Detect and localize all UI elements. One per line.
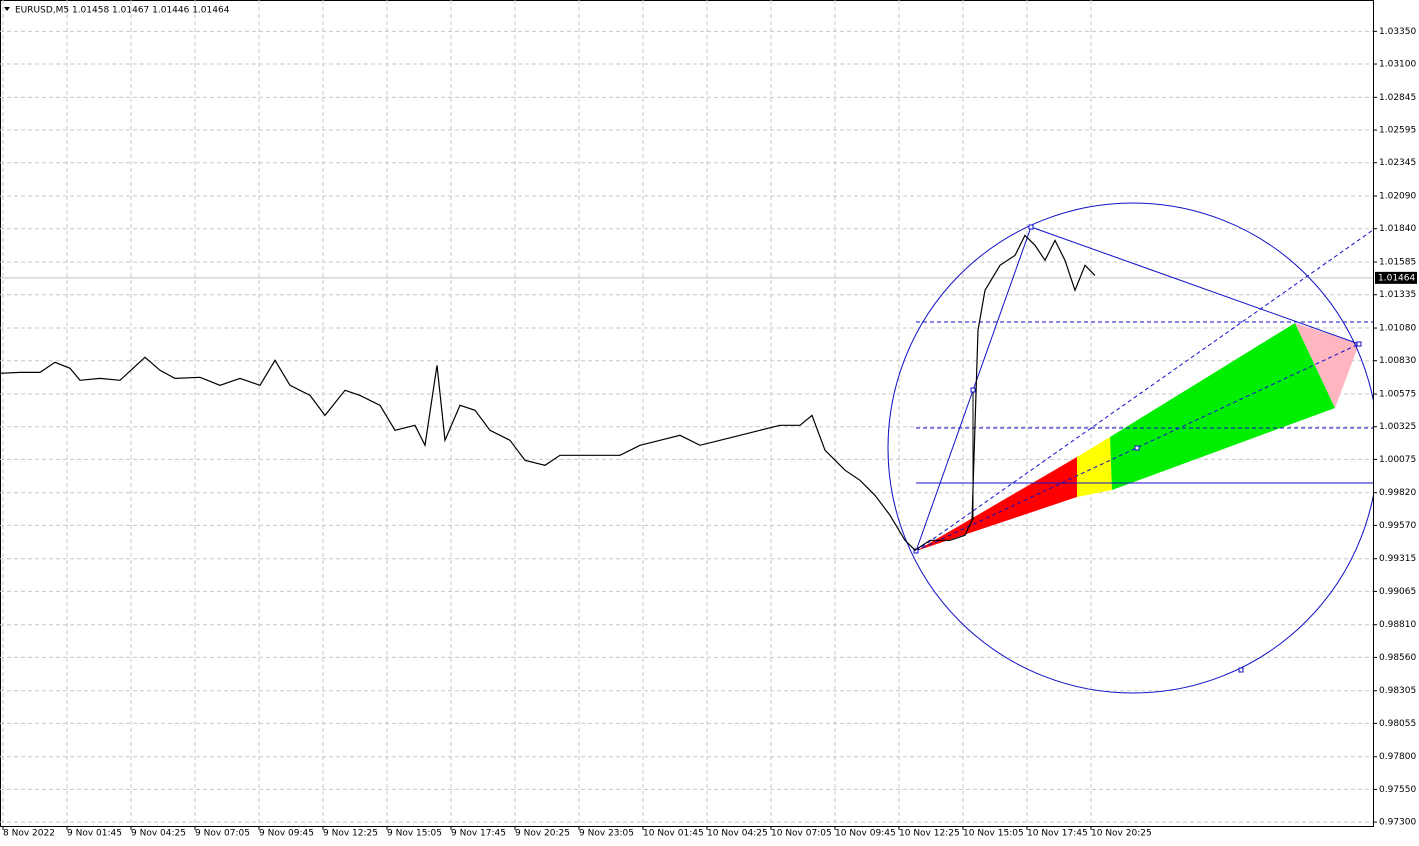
x-tick-label: 9 Nov 12:25 bbox=[323, 829, 378, 839]
anchor-point bbox=[970, 387, 976, 393]
x-tick-label: 10 Nov 20:25 bbox=[1091, 829, 1152, 839]
y-tick-label: 0.99065 bbox=[1379, 587, 1416, 597]
y-tick-label: 1.03350 bbox=[1379, 27, 1416, 37]
x-tick-label: 9 Nov 07:05 bbox=[195, 829, 250, 839]
menu-arrow[interactable] bbox=[4, 7, 10, 11]
current-price-box bbox=[1375, 271, 1417, 284]
anchor-point bbox=[1028, 224, 1034, 230]
drawing-objects bbox=[887, 202, 1373, 694]
x-tick-label: 10 Nov 04:25 bbox=[707, 829, 768, 839]
fan-green bbox=[1110, 323, 1335, 490]
y-tick-label: 1.01335 bbox=[1379, 290, 1416, 300]
y-tick-label: 0.98560 bbox=[1379, 653, 1416, 663]
x-tick-label: 9 Nov 20:25 bbox=[515, 829, 570, 839]
trend-line bbox=[1030, 226, 1360, 345]
x-tick-label: 9 Nov 15:05 bbox=[387, 829, 442, 839]
dashed-line bbox=[915, 229, 1373, 552]
fan-pink bbox=[1295, 323, 1359, 408]
circle bbox=[887, 202, 1373, 694]
x-tick-label: 9 Nov 17:45 bbox=[451, 829, 506, 839]
y-tick-label: 0.97550 bbox=[1379, 785, 1416, 795]
current-price-label: 1.01464 bbox=[1378, 273, 1415, 283]
y-tick-label: 0.99820 bbox=[1379, 488, 1416, 498]
y-tick-label: 1.00325 bbox=[1379, 422, 1416, 432]
x-tick-label: 9 Nov 01:45 bbox=[67, 829, 122, 839]
x-tick-label: 10 Nov 17:45 bbox=[1027, 829, 1088, 839]
y-tick-label: 1.02090 bbox=[1379, 192, 1416, 202]
x-tick-label: 10 Nov 12:25 bbox=[899, 829, 960, 839]
plot-area bbox=[0, 0, 1374, 827]
y-tick-label: 1.00575 bbox=[1379, 390, 1416, 400]
y-tick-label: 1.00075 bbox=[1379, 455, 1416, 465]
series bbox=[0, 234, 1096, 551]
y-tick-label: 1.02595 bbox=[1379, 126, 1416, 136]
anchor-point bbox=[1356, 341, 1362, 347]
y-tick-label: 1.01840 bbox=[1379, 224, 1416, 234]
y-tick-label: 1.03100 bbox=[1379, 60, 1416, 70]
y-tick-label: 1.00830 bbox=[1379, 356, 1416, 366]
y-tick-label: 0.97800 bbox=[1379, 752, 1416, 762]
anchor-point bbox=[1134, 445, 1140, 451]
x-tick-label: 10 Nov 07:05 bbox=[771, 829, 832, 839]
fan-yellow bbox=[1077, 437, 1112, 497]
x-tick-label: 8 Nov 2022 bbox=[3, 829, 55, 839]
x-tick-label: 9 Nov 09:45 bbox=[259, 829, 314, 839]
y-tick-label: 0.98810 bbox=[1379, 620, 1416, 630]
y-tick-label: 0.99315 bbox=[1379, 554, 1416, 564]
y-tick-label: 0.98305 bbox=[1379, 686, 1416, 696]
x-tick-label: 9 Nov 04:25 bbox=[131, 829, 186, 839]
y-tick-label: 0.99570 bbox=[1379, 521, 1416, 531]
x-tick-label: 10 Nov 15:05 bbox=[963, 829, 1024, 839]
x-tick-label: 10 Nov 01:45 bbox=[643, 829, 704, 839]
chart-title: EURUSD,M5 1.01458 1.01467 1.01446 1.0146… bbox=[15, 6, 230, 16]
x-tick-label: 9 Nov 23:05 bbox=[579, 829, 634, 839]
anchor-point bbox=[1238, 667, 1244, 673]
price-line bbox=[0, 234, 1096, 551]
y-tick-label: 0.97300 bbox=[1379, 818, 1416, 828]
fan-red bbox=[916, 457, 1077, 551]
y-tick-label: 1.02845 bbox=[1379, 93, 1416, 103]
y-tick-label: 1.01080 bbox=[1379, 324, 1416, 334]
x-tick-label: 10 Nov 09:45 bbox=[835, 829, 896, 839]
y-tick-label: 1.01585 bbox=[1379, 258, 1416, 268]
axes: 1.03350 1.03100 1.02845 1.02595 1.02345 1.020… bbox=[2, 27, 1417, 839]
y-tick-label: 1.02345 bbox=[1379, 158, 1416, 168]
y-tick-label: 0.98055 bbox=[1379, 719, 1416, 729]
dashed-line bbox=[915, 343, 1360, 552]
